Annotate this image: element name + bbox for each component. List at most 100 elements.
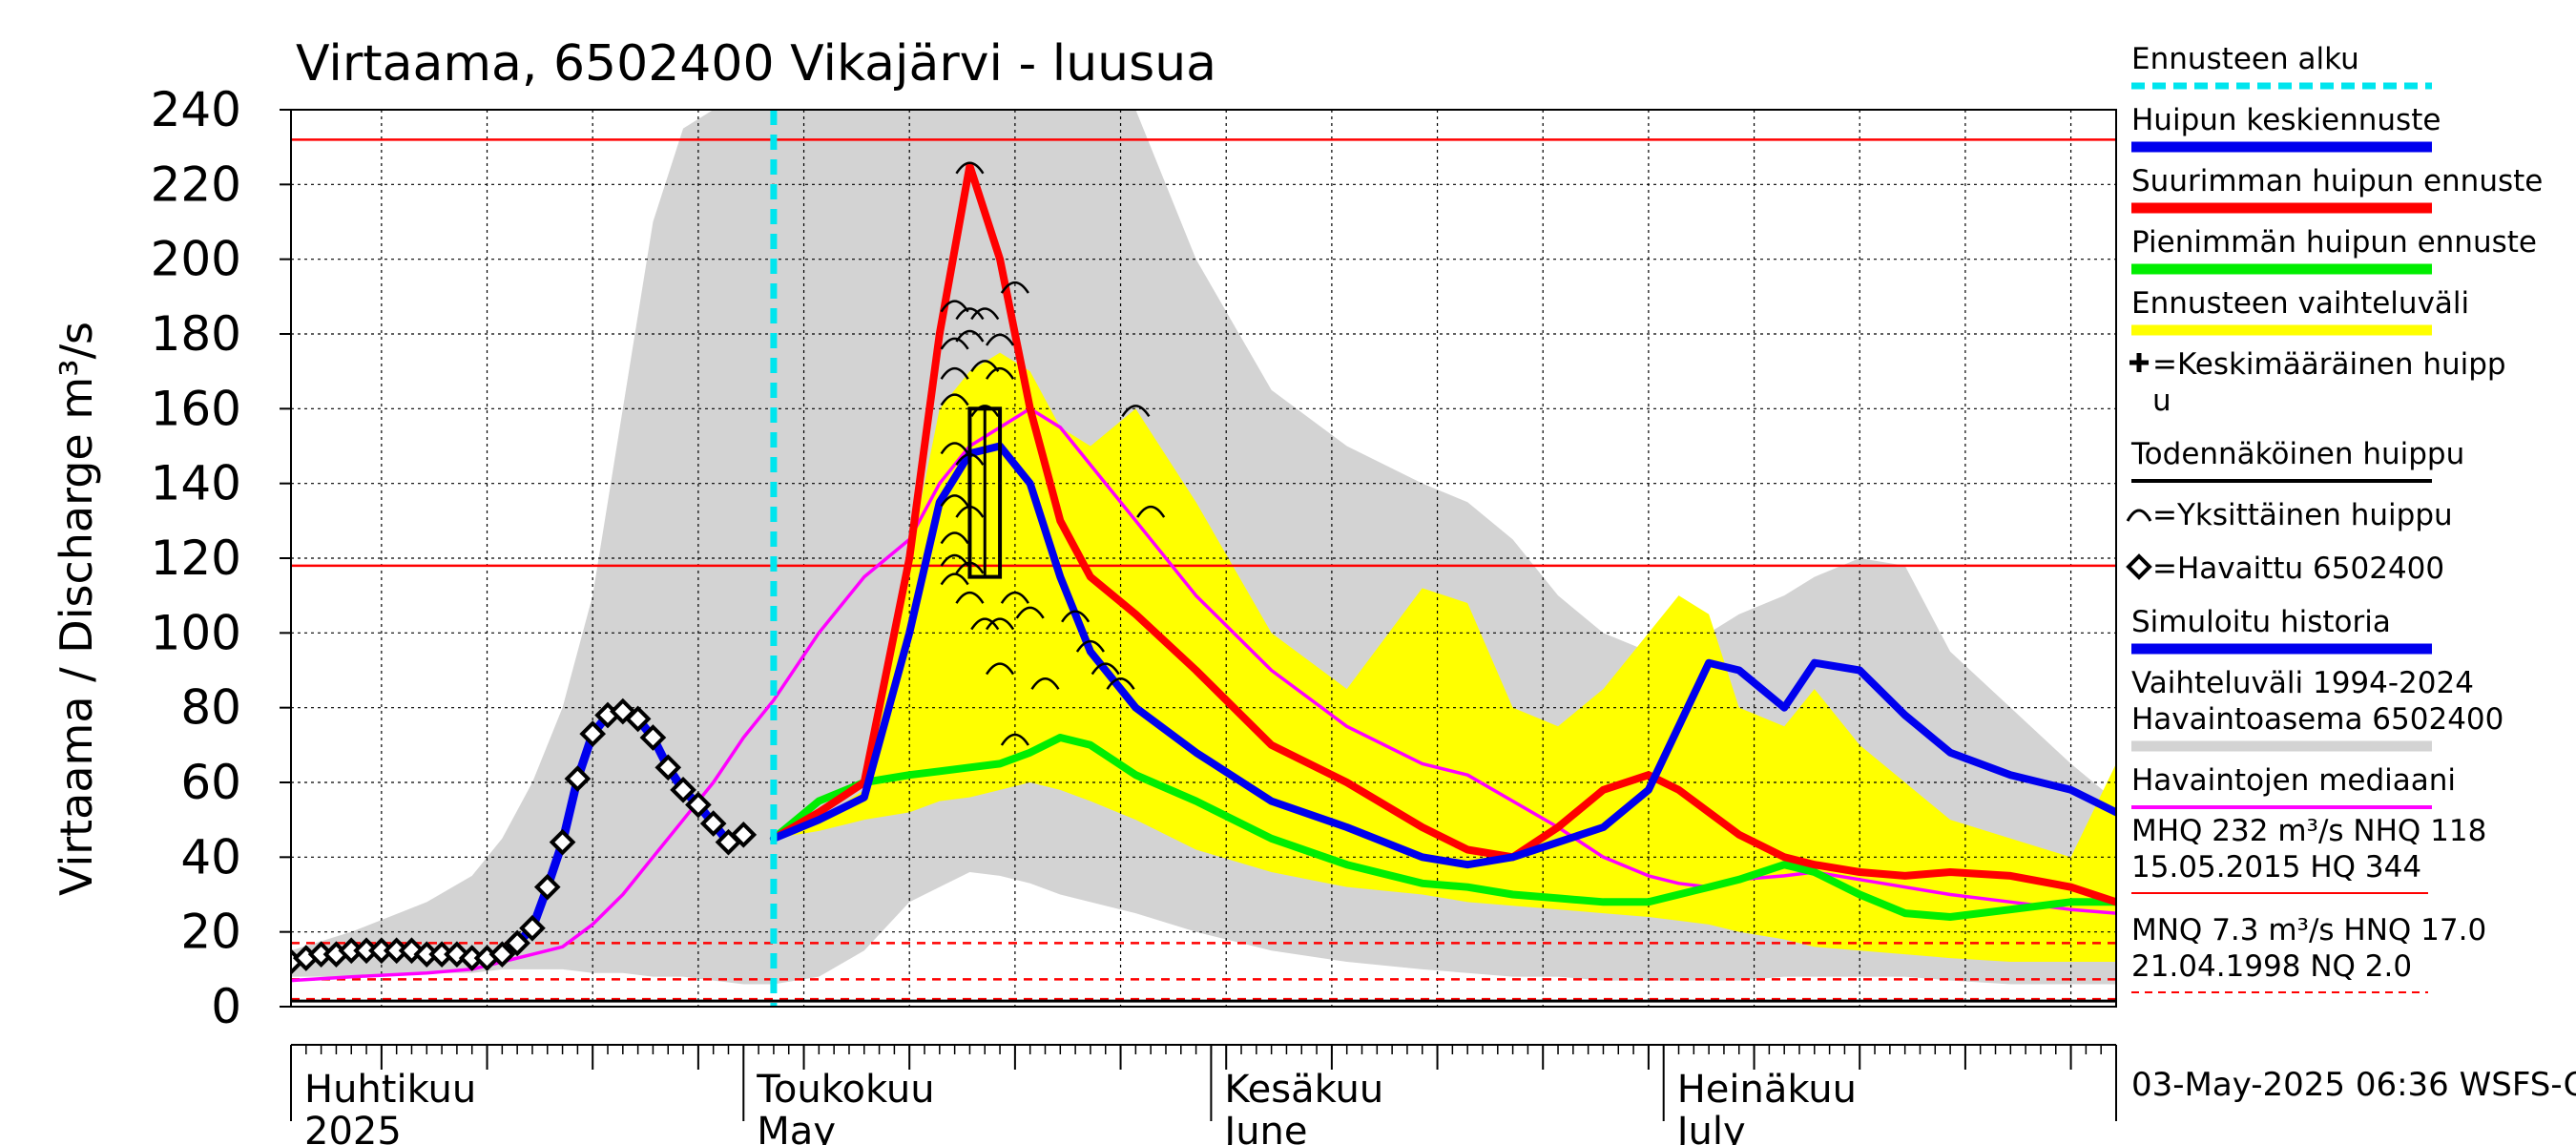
individual-peak-marker <box>970 405 1000 418</box>
y-tick-label: 20 <box>180 905 241 960</box>
chart-title: Virtaama, 6502400 Vikajärvi - luusua <box>296 35 1216 93</box>
legend-label-max-peak: Suurimman huipun ennuste <box>2131 164 2543 198</box>
max-peak-line <box>769 161 2116 906</box>
stats-line-4: 21.04.1998 NQ 2.0 <box>2131 949 2412 984</box>
legend-label-hist-range-2: Havaintoasema 6502400 <box>2131 702 2503 737</box>
legend-label-min-peak: Pienimmän huipun ennuste <box>2131 225 2537 260</box>
median-line <box>291 406 2116 983</box>
individual-peak-marker <box>986 366 1015 380</box>
legend-diamond-icon <box>2126 553 2152 580</box>
observed-point <box>519 914 546 942</box>
observed-point <box>504 929 530 957</box>
individual-peak-marker <box>986 662 1015 676</box>
x-month-label-en: June <box>1221 1110 1307 1145</box>
individual-peak-marker <box>986 617 1015 631</box>
footer-timestamp: 03-May-2025 06:36 WSFS-O <box>2131 1066 2576 1104</box>
individual-peak-marker <box>1106 677 1135 690</box>
legend-label-observed: =Havaittu 6502400 <box>2152 552 2444 586</box>
individual-peak-marker <box>955 561 985 574</box>
legend-label-single-peak: =Yksittäinen huippu <box>2152 498 2453 532</box>
individual-peak-marker <box>955 505 985 518</box>
y-tick-label: 180 <box>151 306 241 362</box>
observed-point <box>699 810 727 837</box>
individual-peak-marker <box>986 333 1015 346</box>
forecast-range-band <box>773 352 2116 962</box>
y-tick-label: 140 <box>151 456 241 511</box>
individual-peak-marker <box>1061 610 1091 623</box>
individual-peak-marker <box>940 531 969 545</box>
legend-plus-icon <box>2129 353 2149 372</box>
individual-peak-marker <box>940 494 969 508</box>
legend: Ennusteen alku Huipun keskiennuste Suurimm… <box>2126 42 2543 809</box>
stats-line-2: 15.05.2015 HQ 344 <box>2131 850 2421 885</box>
x-month-label-fi: Heinäkuu <box>1677 1068 1857 1112</box>
x-month-label-en: May <box>757 1110 836 1145</box>
individual-peak-marker <box>955 329 985 343</box>
y-tick-label: 60 <box>180 755 241 810</box>
individual-peak-marker <box>1121 405 1151 418</box>
observed-point <box>685 791 712 819</box>
observed-point <box>670 777 696 803</box>
legend-arc-icon <box>2126 509 2152 522</box>
individual-peak-marker <box>1030 677 1060 690</box>
individual-peak-marker <box>1075 639 1105 653</box>
legend-label-mean-peak-marker: =Keskimääräinen huipp <box>2152 347 2506 382</box>
individual-peak-marker <box>1000 733 1029 746</box>
legend-label-simulated: Simuloitu historia <box>2131 605 2391 639</box>
y-tick-label: 100 <box>151 605 241 660</box>
statistics-box: MHQ 232 m³/s NHQ 118 15.05.2015 HQ 344 M… <box>2131 814 2486 993</box>
individual-peak-marker <box>955 307 985 321</box>
x-month-label-fi: Toukokuu <box>756 1068 934 1112</box>
stats-line-1: MHQ 232 m³/s NHQ 118 <box>2131 814 2486 848</box>
y-tick-label: 240 <box>151 82 241 137</box>
individual-peak-marker <box>1091 662 1120 676</box>
observed-point <box>549 828 576 856</box>
y-axis: 0 20 40 60 80 100 120 140 160 180 200 220 240 <box>151 82 291 1034</box>
y-tick-label: 0 <box>211 979 241 1034</box>
individual-peak-marker <box>970 617 1000 631</box>
y-tick-label: 120 <box>151 531 241 586</box>
individual-peak-marker <box>1000 591 1029 604</box>
legend-label-forecast-start: Ennusteen alku <box>2131 42 2359 76</box>
plot-clip-group <box>291 110 2116 1007</box>
legend-label-mean-peak: Huipun keskiennuste <box>2131 103 2441 137</box>
y-tick-label: 200 <box>151 232 241 287</box>
plot-area <box>290 109 2117 1008</box>
individual-peak-marker <box>955 453 985 466</box>
individual-peak-marker <box>1000 281 1029 294</box>
legend-label-forecast-range: Ennusteen vaihteluväli <box>2131 286 2469 321</box>
individual-peak-marker <box>940 572 969 586</box>
individual-peak-marker <box>1015 606 1045 619</box>
individual-peak-marker <box>940 442 969 455</box>
observed-point <box>654 754 682 781</box>
observed-point <box>624 705 652 733</box>
observed-point <box>579 720 607 747</box>
x-month-label-en: 2025 <box>304 1110 402 1145</box>
y-axis-label: Virtaama / Discharge m³/s <box>51 322 102 896</box>
individual-peak-marker <box>940 337 969 350</box>
individual-peak-marker <box>955 591 985 604</box>
y-tick-label: 40 <box>180 829 241 885</box>
x-month-label-fi: Kesäkuu <box>1224 1068 1383 1112</box>
observed-point <box>488 941 516 968</box>
observed-point <box>533 873 561 901</box>
observed-point <box>639 724 667 751</box>
y-tick-label: 220 <box>151 156 241 212</box>
y-tick-label: 80 <box>180 680 241 736</box>
x-month-label-fi: Huhtikuu <box>304 1068 476 1112</box>
individual-peak-marker <box>955 161 985 175</box>
legend-label-likely-peak: Todennäköinen huippu <box>2130 437 2464 471</box>
observed-point <box>564 765 592 792</box>
stats-line-3: MNQ 7.3 m³/s HNQ 17.0 <box>2131 913 2486 947</box>
individual-peak-marker <box>970 307 1000 321</box>
individual-peak-marker <box>940 393 969 406</box>
legend-label-hist-range: Vaihteluväli 1994-2024 <box>2131 666 2474 700</box>
y-tick-label: 160 <box>151 381 241 436</box>
x-month-label-en: July <box>1674 1110 1746 1145</box>
legend-label-obs-median: Havaintojen mediaani <box>2131 763 2456 798</box>
individual-peak-marker <box>1136 505 1166 518</box>
individual-peak-marker <box>940 366 969 380</box>
legend-label-mean-peak-marker-2: u <box>2152 384 2171 418</box>
